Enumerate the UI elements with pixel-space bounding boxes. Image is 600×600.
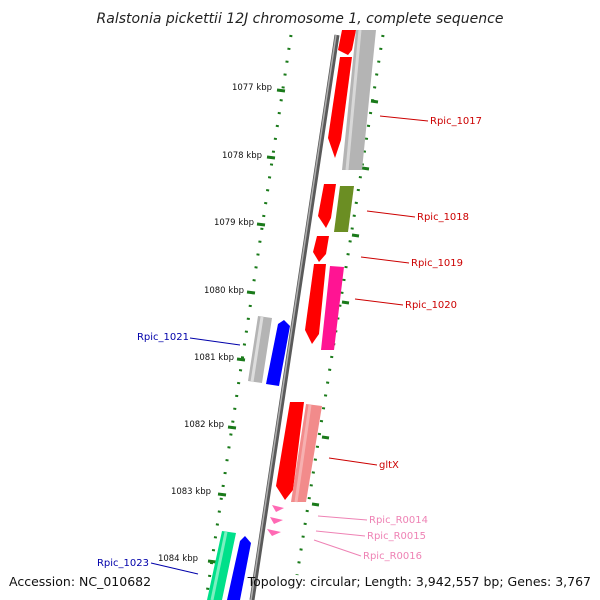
inner-tick: [311, 502, 320, 507]
leader-line: [150, 562, 199, 575]
major-tick: [246, 290, 256, 295]
leader-line: [313, 539, 362, 557]
inner-tick: [370, 99, 379, 104]
cds-feature: [338, 30, 356, 55]
kbp-label: 1082 kbp: [184, 420, 224, 430]
genome-backbone: [249, 34, 340, 600]
kbp-label: 1080 kbp: [204, 286, 244, 296]
leader-line: [360, 256, 410, 264]
inner-tick: [351, 233, 360, 238]
gene-label: Rpic_1019: [411, 258, 463, 269]
inner-tick-track: [295, 34, 385, 576]
gene-label: Rpic_R0015: [367, 531, 426, 542]
kbp-label: 1078 kbp: [222, 151, 262, 161]
major-tick: [266, 155, 276, 160]
cds-feature: [313, 236, 329, 262]
leader-line: [354, 298, 404, 306]
gene-label: gltX: [379, 460, 399, 471]
gene-label: Rpic_R0016: [363, 551, 422, 562]
gene-label: Rpic_1023: [97, 558, 149, 569]
cds-feature: [318, 184, 336, 228]
inner-tick: [341, 300, 350, 305]
rna-feature: [267, 529, 281, 536]
cds-feature: [227, 536, 251, 600]
leader-line: [317, 515, 368, 521]
rna-feature: [272, 505, 284, 512]
kbp-label: 1077 kbp: [232, 83, 272, 93]
kbp-label: 1081 kbp: [194, 353, 234, 363]
label-leaders: [150, 115, 429, 575]
inner-tick: [361, 166, 370, 171]
cds-feature: [266, 320, 290, 386]
cds-feature: [321, 266, 344, 350]
leader-line: [366, 210, 416, 218]
leader-line: [379, 115, 429, 122]
major-tick: [217, 492, 227, 497]
gene-labels: Rpic_1017 Rpic_1018 Rpic_1019 Rpic_1020 …: [97, 116, 482, 569]
kbp-ticks: [207, 88, 379, 564]
leader-line: [189, 337, 241, 346]
major-tick: [256, 222, 266, 227]
inner-tick: [321, 435, 330, 440]
gene-label: Rpic_1021: [137, 332, 189, 343]
leader-line: [328, 457, 378, 466]
rna-feature: [270, 517, 283, 524]
kbp-labels: 1077 kbp 1078 kbp 1079 kbp 1080 kbp 1081…: [158, 83, 272, 564]
gene-label: Rpic_1018: [417, 212, 469, 223]
map-title: Ralstonia pickettii 12J chromosome 1, co…: [97, 11, 504, 27]
major-tick: [227, 425, 237, 430]
summary-text: Topology: circular; Length: 3,942,557 bp…: [247, 574, 591, 589]
gene-label: Rpic_R0014: [369, 515, 428, 526]
gene-label: Rpic_1020: [405, 300, 457, 311]
kbp-label: 1083 kbp: [171, 487, 211, 497]
kbp-label: 1084 kbp: [158, 554, 198, 564]
tick-tracks: [204, 34, 385, 600]
gene-label: Rpic_1017: [430, 116, 482, 127]
gene-features: [207, 29, 376, 600]
leader-line: [315, 530, 366, 537]
cds-feature: [328, 57, 352, 158]
accession-text: Accession: NC_010682: [9, 574, 151, 589]
kbp-label: 1079 kbp: [214, 218, 254, 228]
outer-tick-track: [204, 34, 293, 600]
cds-feature: [276, 402, 304, 500]
major-tick: [207, 559, 217, 564]
cds-feature: [334, 186, 354, 232]
cds-feature: [305, 264, 326, 344]
major-tick: [236, 357, 246, 362]
major-tick: [276, 88, 286, 93]
